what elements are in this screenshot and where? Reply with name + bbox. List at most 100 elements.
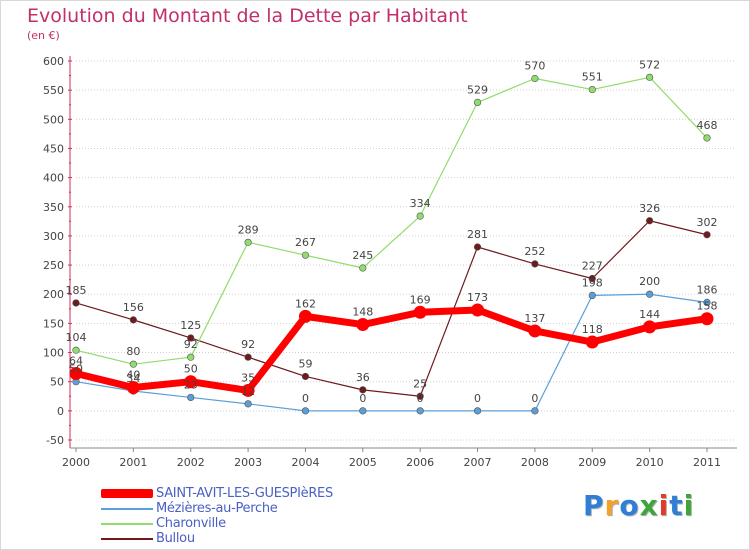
legend-item-charonville: Charonville <box>101 516 401 531</box>
data-label-saint-avit-les-guespieres-2004: 162 <box>295 297 316 310</box>
series-line-saint-avit-les-guespieres <box>72 306 711 394</box>
data-point-charonville-2011 <box>703 134 711 142</box>
y-tick-label: 350 <box>43 201 64 214</box>
data-label-charonville-2009: 551 <box>582 71 603 84</box>
chart-legend: SAINT-AVIT-LES-GUESPIèRES Mézières-au-Pe… <box>101 486 401 546</box>
data-point-saint-avit-les-guespieres-2010 <box>643 320 657 334</box>
data-label-saint-avit-les-guespieres-2003: 35 <box>241 371 255 384</box>
x-tick-label-2009: 2009 <box>578 456 606 469</box>
data-label-bullou-2007: 281 <box>467 228 488 241</box>
data-point-bullou-2006 <box>416 392 424 400</box>
data-point-saint-avit-les-guespieres-2005 <box>356 318 370 332</box>
data-point-saint-avit-les-guespieres-2002 <box>184 375 198 389</box>
data-point-mezieres-au-perche-2002 <box>187 393 195 402</box>
logo-letter: r <box>604 489 620 522</box>
data-point-mezieres-au-perche-2005 <box>359 407 367 415</box>
data-point-charonville-2009 <box>588 85 596 94</box>
data-point-charonville-2010 <box>646 73 654 81</box>
data-point-saint-avit-les-guespieres-2011 <box>700 312 714 326</box>
data-point-mezieres-au-perche-2004 <box>301 407 310 415</box>
logo-letter: o <box>619 489 640 522</box>
data-label-saint-avit-les-guespieres-2009: 118 <box>582 323 603 336</box>
data-label-charonville-2007: 529 <box>467 83 488 96</box>
data-point-mezieres-au-perche-2003 <box>244 400 252 408</box>
data-point-saint-avit-les-guespieres-2006 <box>413 305 427 319</box>
legend-swatch-bullou <box>101 538 153 540</box>
legend-label-saint-avit: SAINT-AVIT-LES-GUESPIèRES <box>156 486 333 501</box>
legend-item-mezieres: Mézières-au-Perche <box>101 501 401 516</box>
data-label-mezieres-au-perche-2000: 50 <box>69 363 83 376</box>
data-label-mezieres-au-perche-2003: 12 <box>241 385 255 398</box>
series-line-charonville <box>75 76 708 365</box>
data-point-charonville-2003 <box>244 238 252 246</box>
data-point-charonville-2006 <box>416 212 424 220</box>
logo-letter: i <box>683 489 695 522</box>
data-point-saint-avit-les-guespieres-2008 <box>528 324 542 338</box>
data-label-charonville-2010: 572 <box>639 58 660 71</box>
data-label-mezieres-au-perche-2001: 34 <box>126 372 140 385</box>
y-tick-label: 100 <box>43 347 64 360</box>
logo-letter: t <box>669 489 684 522</box>
data-label-bullou-2001: 156 <box>123 301 144 314</box>
chart-series <box>69 73 714 415</box>
data-point-mezieres-au-perche-2010 <box>646 290 654 298</box>
data-label-charonville-2011: 468 <box>697 119 718 132</box>
data-label-saint-avit-les-guespieres-2007: 173 <box>467 291 488 304</box>
x-tick-label-2000: 2000 <box>62 456 90 469</box>
y-tick-label: 400 <box>43 172 64 185</box>
legend-swatch-charonville <box>101 523 153 525</box>
data-label-charonville-2008: 570 <box>524 59 545 72</box>
data-point-saint-avit-les-guespieres-2001 <box>126 381 140 395</box>
data-point-saint-avit-les-guespieres-2003 <box>241 383 255 397</box>
legend-item-saint-avit: SAINT-AVIT-LES-GUESPIèRES <box>101 486 401 501</box>
data-point-bullou-2007 <box>473 243 482 251</box>
data-label-saint-avit-les-guespieres-2001: 40 <box>126 369 140 382</box>
data-label-saint-avit-les-guespieres-2010: 144 <box>639 308 660 321</box>
data-label-charonville-2006: 334 <box>410 197 431 210</box>
data-label-mezieres-au-perche-2010: 200 <box>639 275 660 288</box>
data-point-bullou-2009 <box>588 274 596 283</box>
data-point-charonville-2005 <box>359 264 367 272</box>
legend-swatch-saint-avit <box>101 489 153 498</box>
data-point-charonville-2007 <box>473 98 482 106</box>
data-point-mezieres-au-perche-2006 <box>416 407 424 415</box>
data-point-bullou-2003 <box>244 353 252 361</box>
data-label-mezieres-au-perche-2011: 186 <box>697 283 718 296</box>
data-point-saint-avit-les-guespieres-2000 <box>69 367 83 381</box>
data-label-saint-avit-les-guespieres-2008: 137 <box>524 312 545 325</box>
data-label-bullou-2000: 185 <box>66 284 87 297</box>
data-label-mezieres-au-perche-2006: 0 <box>417 392 424 405</box>
data-label-charonville-2002: 92 <box>184 338 198 351</box>
y-tick-label: 50 <box>50 376 64 389</box>
y-tick-label: 150 <box>43 317 64 330</box>
proxiti-logo: Proxiti <box>583 489 694 522</box>
x-tick-label-2003: 2003 <box>234 456 262 469</box>
data-label-charonville-2003: 289 <box>238 223 259 236</box>
y-tick-label: 550 <box>43 84 64 97</box>
y-tick-label: 0 <box>57 405 64 418</box>
series-line-mezieres-au-perche <box>75 293 708 412</box>
data-point-bullou-2004 <box>301 372 310 381</box>
x-tick-label-2008: 2008 <box>521 456 549 469</box>
x-tick-label-2005: 2005 <box>349 456 377 469</box>
data-label-saint-avit-les-guespieres-2011: 158 <box>697 300 718 313</box>
data-label-bullou-2010: 326 <box>639 202 660 215</box>
data-point-saint-avit-les-guespieres-2004 <box>298 309 312 323</box>
x-tick-label-2010: 2010 <box>636 456 664 469</box>
data-label-charonville-2001: 80 <box>126 345 140 358</box>
data-label-mezieres-au-perche-2007: 0 <box>474 392 481 405</box>
data-label-bullou-2006: 25 <box>413 377 427 390</box>
y-tick-label: 450 <box>43 142 64 155</box>
data-label-bullou-2009: 227 <box>582 259 603 272</box>
y-tick-label: 300 <box>43 230 64 243</box>
logo-letter: P <box>583 489 605 522</box>
x-tick-label-2007: 2007 <box>464 456 492 469</box>
legend-item-bullou: Bullou <box>101 531 401 546</box>
data-label-charonville-2000: 104 <box>66 331 87 344</box>
data-label-bullou-2005: 36 <box>356 371 370 384</box>
series-line-bullou <box>75 220 708 397</box>
x-tick-label-2002: 2002 <box>177 456 205 469</box>
data-label-bullou-2003: 92 <box>241 338 255 351</box>
